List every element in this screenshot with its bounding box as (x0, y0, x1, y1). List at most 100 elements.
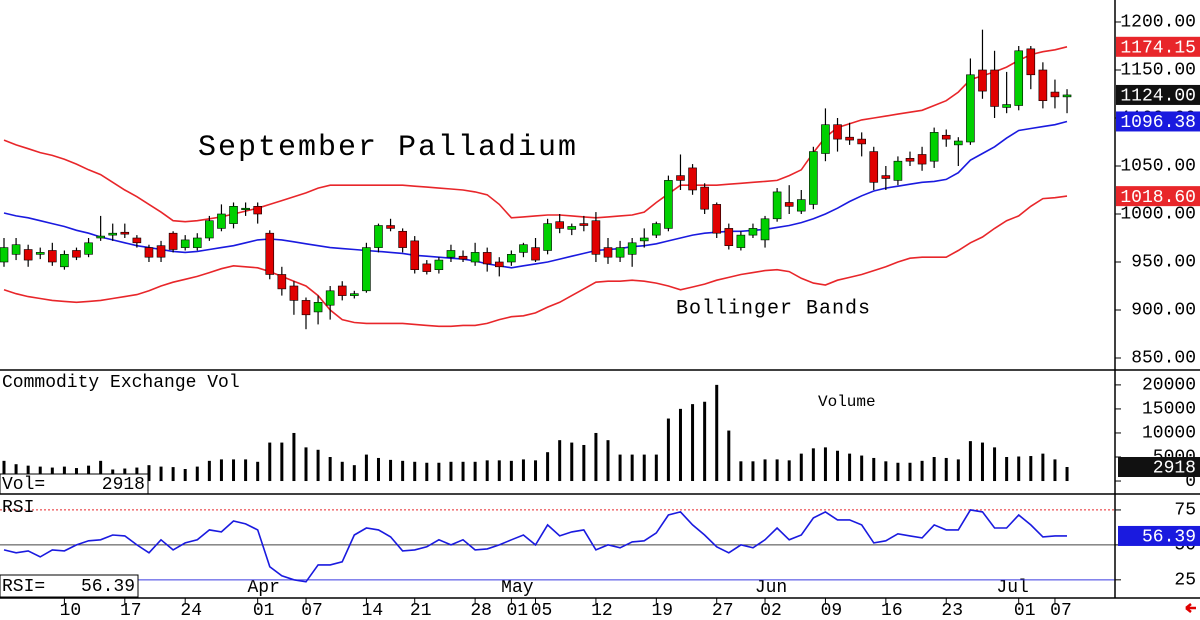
candle-body (615, 247, 625, 258)
candle-body (905, 158, 915, 162)
candle-body (350, 293, 359, 296)
value-flag-label: 56.39 (1142, 528, 1196, 548)
y-tick-label: 25 (1174, 571, 1196, 591)
candle-body (422, 263, 432, 272)
candle-body (591, 220, 601, 255)
candle-body (627, 242, 637, 255)
x-tick-label: 16 (881, 601, 903, 620)
candle-body (60, 254, 69, 268)
value-flag (1116, 186, 1200, 207)
candle-body (1014, 50, 1024, 106)
candle-body (639, 237, 649, 242)
x-tick-label: 21 (410, 601, 432, 620)
y-tick-label: 900.00 (1131, 301, 1196, 321)
x-tick-label: 10 (60, 601, 82, 620)
x-tick-label: 07 (1050, 601, 1072, 620)
x-tick-label: 02 (760, 601, 782, 620)
candle-body (567, 226, 577, 230)
y-tick-label: 950.00 (1131, 253, 1196, 273)
x-tick-label: 24 (180, 601, 202, 620)
candle-body (156, 245, 166, 258)
candle-body (857, 138, 866, 145)
x-tick-label: 19 (652, 601, 674, 620)
candle-body (784, 202, 794, 207)
rsi-line (3, 509, 1067, 583)
x-tick-label: 28 (470, 601, 492, 620)
candle-body (72, 250, 81, 258)
candle-body (277, 274, 287, 290)
x-tick-label: 17 (120, 601, 142, 620)
candle-body (869, 151, 879, 183)
y-tick-label: 20000 (1142, 376, 1196, 396)
candle-body (821, 124, 830, 154)
candle-body (84, 242, 93, 255)
y-tick-label: 1200.00 (1120, 13, 1196, 33)
candle-body (1002, 104, 1011, 108)
panel-title: Commodity Exchange Vol (2, 373, 240, 393)
candle-body (398, 230, 407, 248)
candle-body (482, 252, 492, 265)
candle-body (23, 249, 33, 261)
candle-body (772, 191, 782, 220)
candle-body (531, 247, 540, 261)
candle-body (966, 74, 975, 143)
candle-body (192, 237, 202, 248)
candle-body (144, 247, 154, 258)
candle-body (543, 223, 552, 251)
candle-body (579, 223, 589, 226)
y-tick-label: 1050.00 (1120, 157, 1196, 177)
x-tick-label: 01 (1014, 601, 1036, 620)
scroll-arrow[interactable] (1185, 603, 1196, 613)
bollinger-band (3, 195, 1068, 328)
x-tick-label: 27 (712, 601, 734, 620)
candle-body (664, 180, 673, 229)
value-flag-label: 1018.60 (1120, 188, 1196, 208)
candle-body (35, 252, 45, 255)
candle-body (712, 204, 722, 234)
candle-body (748, 228, 758, 236)
x-tick-label: 14 (362, 601, 384, 620)
y-tick-label: 75 (1174, 501, 1196, 521)
candle-body (48, 250, 57, 263)
value-flag (1116, 84, 1200, 105)
annotation: Volume (818, 393, 876, 411)
bollinger-band (3, 120, 1068, 269)
chart-title: September Palladium (198, 131, 578, 165)
candle-body (519, 244, 528, 253)
month-label: May (501, 578, 534, 598)
bollinger-band (3, 46, 1068, 223)
candle-body (265, 232, 275, 275)
candle-body (458, 255, 468, 260)
month-label: Apr (247, 578, 279, 598)
value-flag (1116, 111, 1200, 132)
x-tick-label: 01 (253, 601, 275, 620)
candle-body (410, 240, 420, 270)
value-flag-label: 2918 (1153, 459, 1196, 479)
chart-layer: September Palladium Bollinger Bands 1200.0… (0, 13, 1200, 620)
readout-label: Vol= (2, 475, 45, 495)
candle-body (929, 132, 939, 162)
candle-body (760, 218, 770, 241)
candle-body (470, 252, 480, 263)
candle-body (507, 254, 516, 263)
x-tick-label: 01 (507, 601, 529, 620)
candle-body (205, 220, 214, 239)
candle-body (386, 225, 395, 229)
candle-body (337, 285, 347, 296)
candle-body (374, 225, 383, 248)
candle-body (0, 247, 9, 263)
candle-body (434, 259, 444, 270)
value-flag-label: 1174.15 (1120, 39, 1196, 59)
candle-body (313, 302, 323, 313)
y-tick-label: 15000 (1142, 400, 1196, 420)
candle-body (833, 124, 842, 140)
candle-body (881, 175, 891, 179)
candle-body (700, 186, 709, 210)
readout-label: RSI= (2, 577, 45, 597)
x-tick-label: 12 (591, 601, 613, 620)
candle-body (555, 221, 564, 229)
x-tick-label: 09 (821, 601, 843, 620)
value-flag-label: 1124.00 (1120, 87, 1196, 107)
candle-body (990, 69, 999, 107)
